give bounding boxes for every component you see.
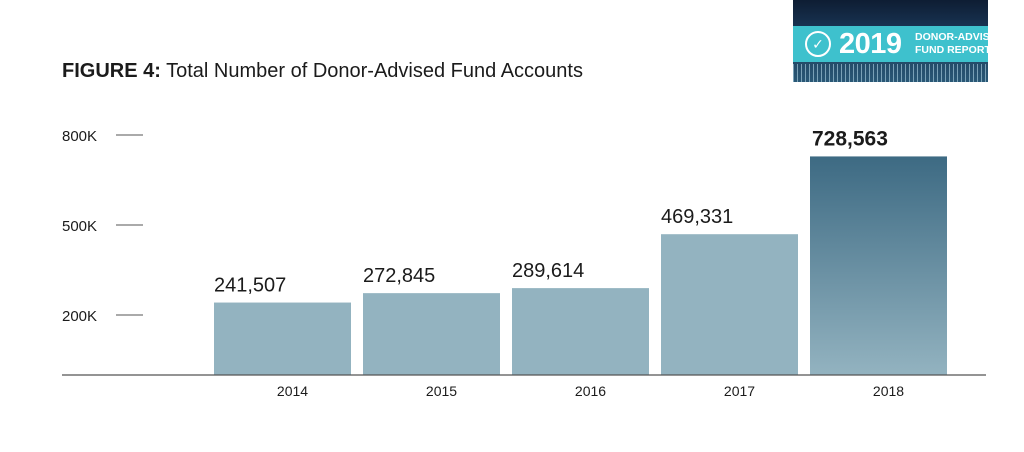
x-tick-label: 2015 <box>426 383 457 399</box>
badge-subtitle: DONOR-ADVISED FUND REPORT <box>915 31 988 57</box>
value-labels: 241,507 272,845 289,614 469,331 728,563 <box>214 127 888 296</box>
bar-2016 <box>512 288 649 375</box>
x-axis-labels: 2014 2015 2016 2017 2018 <box>277 383 904 399</box>
y-tick-label: 500K <box>62 218 97 235</box>
y-tick-label: 200K <box>62 308 97 325</box>
x-tick-label: 2014 <box>277 383 308 399</box>
badge-subtitle-line2: FUND REPORT <box>915 44 988 56</box>
bar-2014 <box>214 302 351 375</box>
figure-title: FIGURE 4: Total Number of Donor-Advised … <box>62 60 583 83</box>
x-tick-label: 2016 <box>575 383 606 399</box>
badge-subtitle-line1: DONOR-ADVISED <box>915 31 988 43</box>
badge-pattern <box>793 64 988 82</box>
bar-2015 <box>363 293 500 375</box>
y-tick-label: 800K <box>62 128 97 145</box>
value-label-2014: 241,507 <box>214 275 286 297</box>
value-label-2018: 728,563 <box>812 127 888 150</box>
checkmark-circle-icon: ✓ <box>805 31 831 57</box>
figure-label: FIGURE 4: <box>62 60 161 82</box>
bars <box>214 156 947 375</box>
badge-year: 2019 <box>839 28 902 60</box>
value-label-2015: 272,845 <box>363 265 435 287</box>
x-tick-label: 2018 <box>873 383 904 399</box>
value-label-2016: 289,614 <box>512 260 584 282</box>
figure-title-text: Total Number of Donor-Advised Fund Accou… <box>166 60 583 82</box>
bar-2017 <box>661 234 798 375</box>
x-tick-label: 2017 <box>724 383 755 399</box>
y-axis: 200K 500K 800K <box>62 128 143 325</box>
value-label-2017: 469,331 <box>661 206 733 228</box>
bar-2018 <box>810 156 947 375</box>
report-badge: ✓ 2019 DONOR-ADVISED FUND REPORT <box>793 0 988 82</box>
